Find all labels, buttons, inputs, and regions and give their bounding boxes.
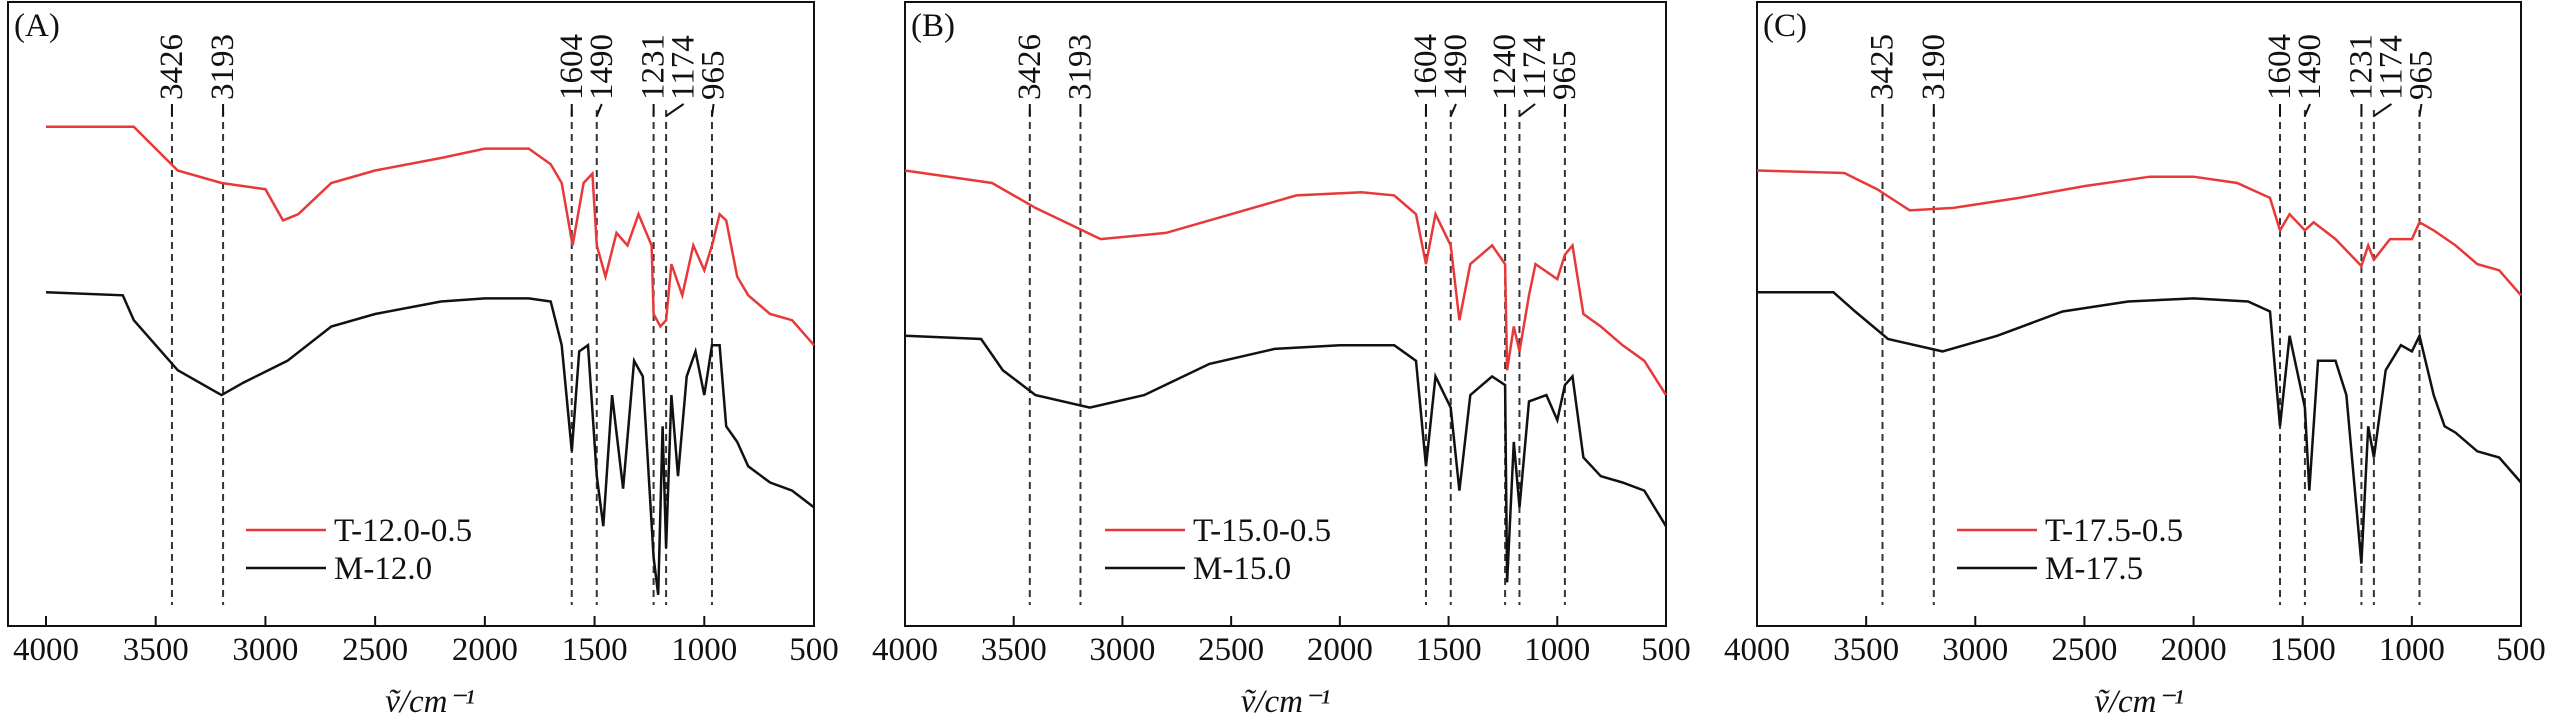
peak-label: 965: [1547, 51, 1583, 101]
x-tick-label: 2000: [1307, 632, 1373, 668]
peak-label: 1604: [1408, 34, 1444, 100]
legend-label: T-12.0-0.5: [334, 513, 472, 549]
x-tick-label: 2500: [1198, 632, 1264, 668]
plot-frame: [7, 1, 815, 627]
legend-label: T-17.5-0.5: [2045, 513, 2183, 549]
x-tick-label: 3000: [232, 632, 298, 668]
peak-label: 1604: [2262, 34, 2298, 100]
x-tick-label: 4000: [13, 632, 79, 668]
panel-label: (B): [911, 8, 955, 44]
x-tick-label: 500: [1641, 632, 1691, 668]
x-axis-label: ṽ/cm⁻¹: [385, 684, 475, 720]
peak-label: 3426: [154, 34, 190, 100]
x-tick-label: 2500: [342, 632, 408, 668]
peak-label: 1174: [1517, 35, 1553, 100]
spectrum-line: [904, 169, 1668, 396]
peak-label: 3190: [1916, 34, 1952, 100]
spectrum-line: [1756, 169, 2522, 297]
peak-label: 1240: [1487, 34, 1523, 100]
spectrum-line: [904, 334, 1668, 583]
legend-label: M-17.5: [2045, 551, 2143, 587]
x-tick-label: 2000: [452, 632, 518, 668]
x-tick-label: 1500: [1416, 632, 1482, 668]
peak-label: 1174: [2373, 35, 2409, 100]
x-tick-label: 4000: [872, 632, 938, 668]
legend-label: T-15.0-0.5: [1193, 513, 1331, 549]
peak-leader: [595, 103, 603, 117]
spectrum-line: [46, 125, 815, 347]
x-tick-label: 3500: [981, 632, 1047, 668]
peak-label: 3425: [1865, 34, 1901, 100]
x-tick-label: 1000: [2379, 632, 2445, 668]
peak-label: 1231: [2343, 34, 2379, 100]
x-tick-label: 1000: [1524, 632, 1590, 668]
peak-leader: [710, 103, 715, 117]
peak-label: 965: [2403, 51, 2439, 101]
x-tick-label: 500: [2496, 632, 2546, 668]
peak-label: 1490: [1438, 34, 1474, 100]
x-tick-label: 3500: [123, 632, 189, 668]
peak-leader: [2373, 103, 2392, 117]
peak-label: 1231: [636, 34, 672, 100]
peak-label: 1490: [2292, 34, 2328, 100]
peak-label: 1490: [584, 34, 620, 100]
x-tick-label: 500: [789, 632, 839, 668]
plot-frame: [1756, 1, 2522, 627]
x-tick-label: 3500: [1833, 632, 1899, 668]
x-tick-label: 1000: [671, 632, 737, 668]
spectrum-line: [1757, 290, 2522, 564]
x-axis-label: ṽ/cm⁻¹: [1241, 684, 1331, 720]
peak-leader: [1449, 103, 1457, 117]
peak-leader: [2418, 103, 2423, 117]
peak-label: 965: [696, 51, 732, 101]
x-tick-label: 2500: [2051, 632, 2117, 668]
legend-label: M-15.0: [1193, 551, 1291, 587]
x-tick-label: 4000: [1724, 632, 1790, 668]
panel-label: (A): [14, 8, 60, 44]
panel-label: (C): [1763, 8, 1807, 44]
x-tick-label: 2000: [2161, 632, 2227, 668]
peak-leader: [665, 103, 685, 117]
x-axis-label: ṽ/cm⁻¹: [2094, 684, 2184, 720]
x-tick-label: 1500: [562, 632, 628, 668]
peak-label: 1174: [666, 35, 702, 100]
peak-label: 1604: [554, 34, 590, 100]
legend-label: M-12.0: [334, 551, 432, 587]
peak-leader: [1518, 103, 1536, 117]
peak-label: 3193: [1062, 34, 1098, 100]
peak-label: 3426: [1012, 34, 1048, 100]
peak-label: 3193: [205, 34, 241, 100]
peak-leader: [2303, 103, 2311, 117]
x-tick-label: 3000: [1942, 632, 2008, 668]
plot-frame: [904, 1, 1667, 627]
spectrum-line: [45, 290, 815, 595]
x-tick-label: 1500: [2270, 632, 2336, 668]
x-tick-label: 3000: [1089, 632, 1155, 668]
